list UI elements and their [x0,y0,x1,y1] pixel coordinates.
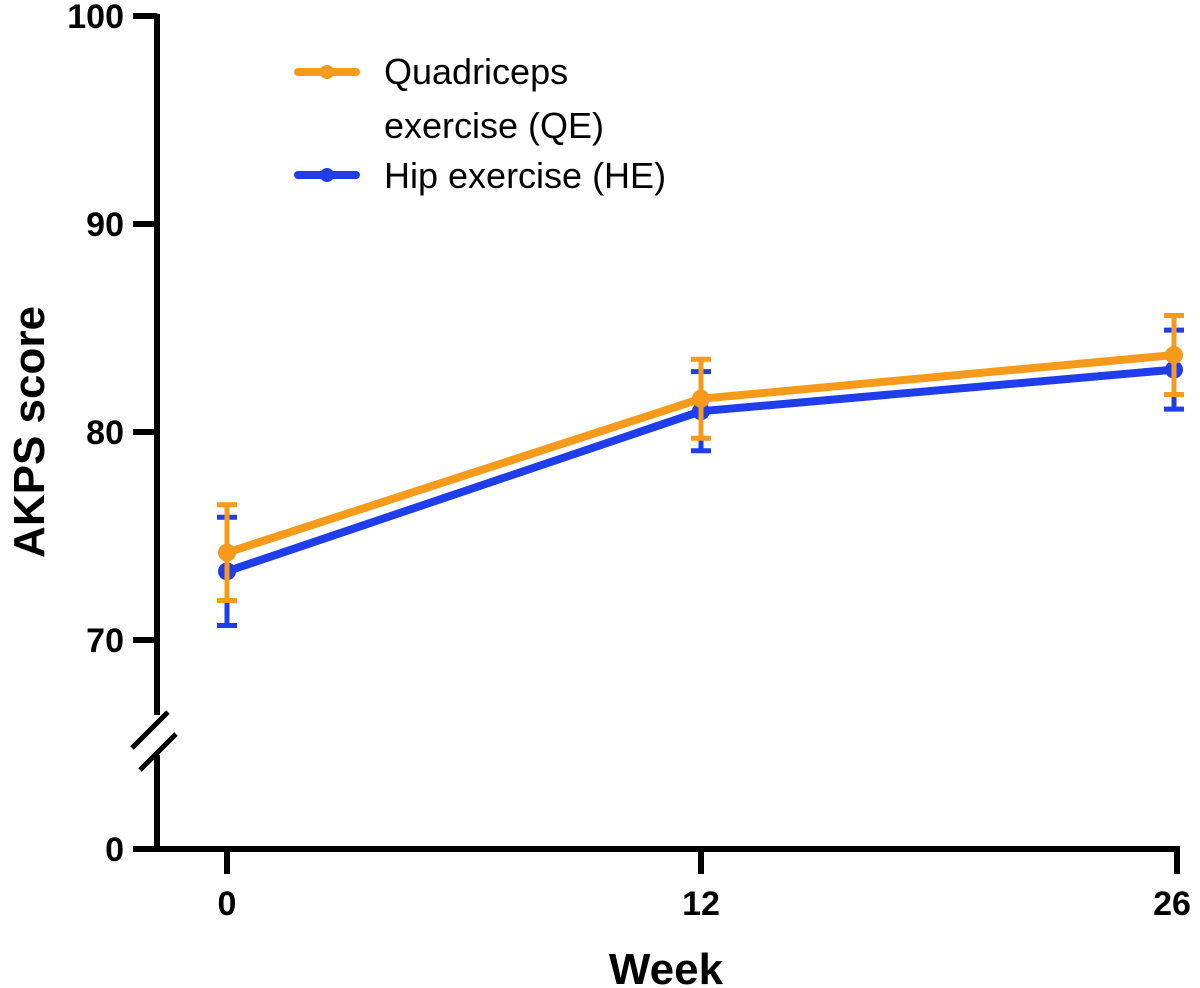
legend: Quadriceps exercise (QE) Hip exercise (H… [294,51,666,196]
x-axis-ticks [224,849,1180,874]
x-axis-title: Week [609,945,724,988]
x-tick-label: 12 [682,885,720,923]
y-tick-label: 70 [86,622,124,660]
series-layer [217,313,1184,628]
y-tick-label: 100 [67,0,124,36]
y-axis-title: AKPS score [5,306,54,558]
series-qe [217,313,1184,603]
legend-marker-qe [320,65,334,79]
legend-label-qe-line1: Quadriceps [384,51,568,92]
y-tick-label: 0 [105,831,124,869]
legend-marker-he [320,168,334,182]
legend-item-qe: Quadriceps exercise (QE) [294,51,604,146]
y-axis-ticks [133,13,157,852]
data-point-qe [692,389,710,408]
x-tick-label: 26 [1153,885,1191,923]
data-point-qe [1165,346,1183,365]
x-tick-label: 0 [218,885,237,923]
legend-label-he: Hip exercise (HE) [384,155,666,196]
legend-item-he: Hip exercise (HE) [294,155,666,196]
y-tick-label: 90 [86,206,124,244]
y-axis-break-mark [130,710,178,772]
data-point-qe [218,543,236,562]
legend-label-qe-line2: exercise (QE) [384,105,604,146]
y-tick-label: 80 [86,414,124,452]
